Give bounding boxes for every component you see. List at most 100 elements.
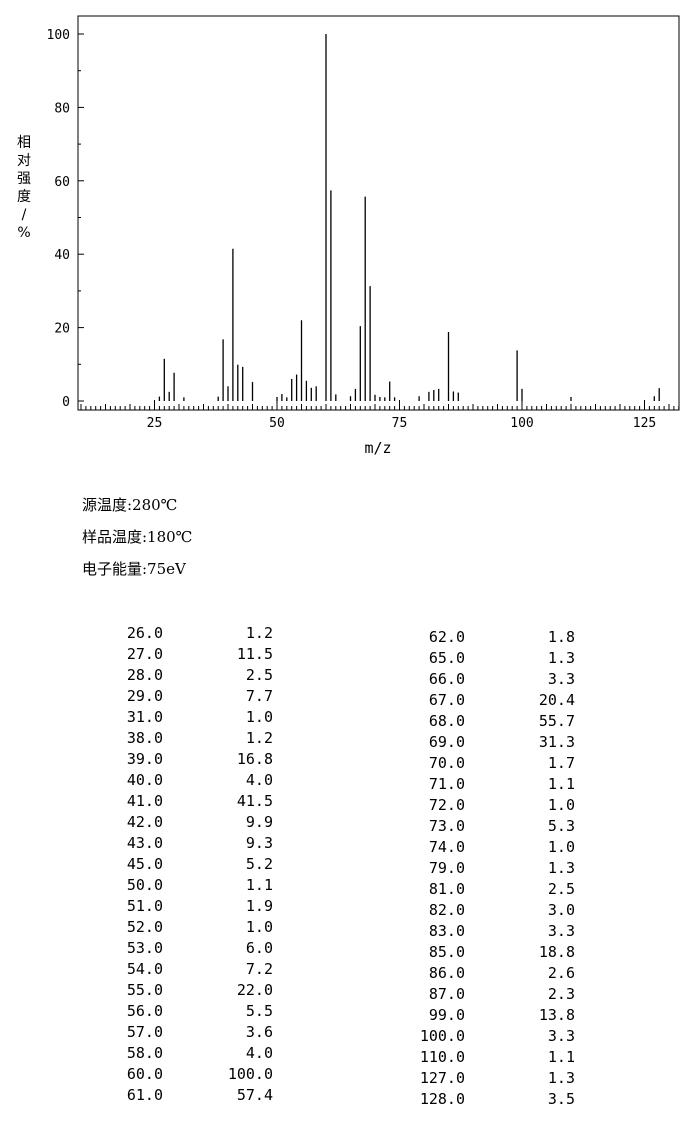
intensity-value: 1.0 <box>245 708 273 726</box>
intensity-value: 13.8 <box>538 1006 575 1024</box>
intensity-value: 3.3 <box>547 922 575 940</box>
peak-table-row: 26.0 1.2 <box>0 624 687 645</box>
intensity-value: 2.5 <box>245 666 273 684</box>
peak-table-row: 40.0 4.0 <box>0 771 687 792</box>
peak-table-row: 45.0 5.2 <box>0 855 687 876</box>
peak-table-row: 65.0 1.3 <box>0 649 687 670</box>
peak-table-row: 70.0 1.7 <box>0 754 687 775</box>
intensity-value: 1.0 <box>547 796 575 814</box>
source-temperature: 源温度:280℃ <box>82 496 178 514</box>
intensity-value: 5.2 <box>245 855 273 873</box>
mz-value: 28.0 <box>126 666 163 684</box>
peak-table-row: 68.0 55.7 <box>0 712 687 733</box>
intensity-value: 3.5 <box>547 1090 575 1108</box>
mz-value: 60.0 <box>126 1065 163 1083</box>
intensity-value: 1.2 <box>245 624 273 642</box>
mz-value: 58.0 <box>126 1044 163 1062</box>
mz-value: 43.0 <box>126 834 163 852</box>
y-tick-label: 40 <box>54 248 70 263</box>
mz-value: 52.0 <box>126 918 163 936</box>
intensity-value: 1.3 <box>547 649 575 667</box>
mz-value: 82.0 <box>428 901 465 919</box>
mz-value: 79.0 <box>428 859 465 877</box>
y-tick-label: 20 <box>54 322 70 337</box>
x-tick-label: 100 <box>510 416 533 431</box>
mz-value: 53.0 <box>126 939 163 957</box>
peak-table-row: 100.0 3.3 <box>0 1027 687 1048</box>
peak-table-row: 71.0 1.1 <box>0 775 687 796</box>
intensity-value: 5.3 <box>547 817 575 835</box>
peak-table-row: 42.0 9.9 <box>0 813 687 834</box>
intensity-value: 31.3 <box>538 733 575 751</box>
intensity-value: 3.0 <box>547 901 575 919</box>
intensity-value: 41.5 <box>236 792 273 810</box>
plot-frame <box>77 15 680 411</box>
y-tick-label: 100 <box>47 28 70 43</box>
peak-table-row: 110.0 1.1 <box>0 1048 687 1069</box>
intensity-value: 9.9 <box>245 813 273 831</box>
intensity-value: 3.3 <box>547 670 575 688</box>
peak-table-row: 69.0 31.3 <box>0 733 687 754</box>
mz-value: 26.0 <box>126 624 163 642</box>
mz-value: 68.0 <box>428 712 465 730</box>
intensity-value: 11.5 <box>236 645 273 663</box>
x-tick-label: 50 <box>269 416 285 431</box>
peak-table-row: 62.0 1.8 <box>0 628 687 649</box>
peak-table-row: 86.0 2.6 <box>0 964 687 985</box>
peak-table-row: 74.0 1.0 <box>0 838 687 859</box>
mz-value: 51.0 <box>126 897 163 915</box>
x-tick-label: 125 <box>633 416 656 431</box>
mz-value: 86.0 <box>428 964 465 982</box>
peak-table-row: 53.0 6.0 <box>0 939 687 960</box>
peak-table-row: 56.0 5.5 <box>0 1002 687 1023</box>
peak-table-row: 61.0 57.4 <box>0 1086 687 1107</box>
peak-table-row: 54.0 7.2 <box>0 960 687 981</box>
intensity-value: 5.5 <box>245 1002 273 1020</box>
intensity-value: 3.6 <box>245 1023 273 1041</box>
mz-value: 73.0 <box>428 817 465 835</box>
peak-table-row: 51.0 1.9 <box>0 897 687 918</box>
x-tick-label: 25 <box>147 416 163 431</box>
mz-value: 66.0 <box>428 670 465 688</box>
mz-value: 40.0 <box>126 771 163 789</box>
peak-table-row: 55.0 22.0 <box>0 981 687 1002</box>
intensity-value: 2.3 <box>547 985 575 1003</box>
mz-value: 54.0 <box>126 960 163 978</box>
mz-value: 55.0 <box>126 981 163 999</box>
mz-value: 62.0 <box>428 628 465 646</box>
peak-table-row: 27.0 11.5 <box>0 645 687 666</box>
peak-table-row: 73.0 5.3 <box>0 817 687 838</box>
mz-value: 56.0 <box>126 1002 163 1020</box>
intensity-value: 1.1 <box>245 876 273 894</box>
intensity-value: 1.0 <box>245 918 273 936</box>
intensity-value: 7.2 <box>245 960 273 978</box>
peak-table-row: 50.0 1.1 <box>0 876 687 897</box>
intensity-value: 1.0 <box>547 838 575 856</box>
mz-value: 39.0 <box>126 750 163 768</box>
intensity-value: 4.0 <box>245 1044 273 1062</box>
sample-temperature: 样品温度:180℃ <box>82 528 193 546</box>
mz-value: 71.0 <box>428 775 465 793</box>
peak-table-row: 81.0 2.5 <box>0 880 687 901</box>
peak-table-row: 83.0 3.3 <box>0 922 687 943</box>
mass-spectrum-chart: 0 20 40 60 80 100 25 50 75 100 125 m/z 相对强度/% <box>17 15 680 457</box>
mz-value: 67.0 <box>428 691 465 709</box>
mz-value: 38.0 <box>126 729 163 747</box>
intensity-value: 3.3 <box>547 1027 575 1045</box>
peak-table-row: 38.0 1.2 <box>0 729 687 750</box>
intensity-value: 2.6 <box>547 964 575 982</box>
peak-table-row: 28.0 2.5 <box>0 666 687 687</box>
y-tick-label: 0 <box>62 395 70 410</box>
mz-value: 27.0 <box>126 645 163 663</box>
intensity-value: 1.3 <box>547 859 575 877</box>
electron-energy: 电子能量:75eV <box>82 560 186 578</box>
peak-table-row: 31.0 1.0 <box>0 708 687 729</box>
mz-value: 29.0 <box>126 687 163 705</box>
peak-table-row: 58.0 4.0 <box>0 1044 687 1065</box>
mz-value: 57.0 <box>126 1023 163 1041</box>
intensity-value: 2.5 <box>547 880 575 898</box>
intensity-value: 1.2 <box>245 729 273 747</box>
mz-value: 61.0 <box>126 1086 163 1104</box>
mz-value: 41.0 <box>126 792 163 810</box>
intensity-value: 1.8 <box>547 628 575 646</box>
